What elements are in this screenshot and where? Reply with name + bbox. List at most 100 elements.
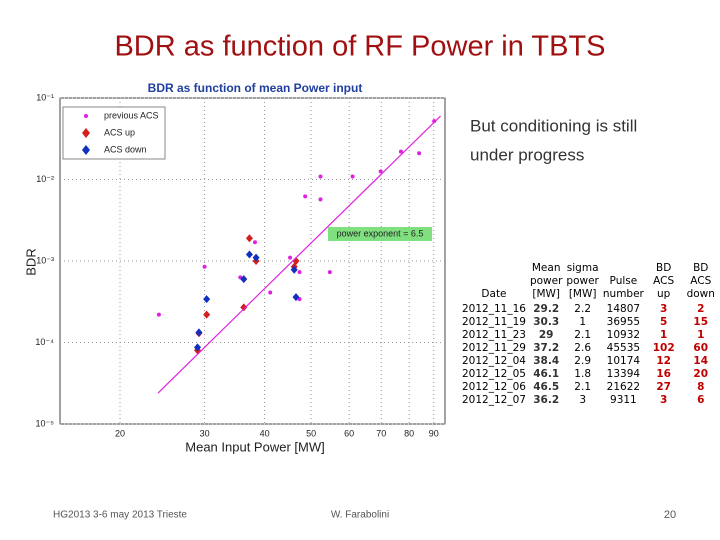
footer-center: W. Farabolini <box>331 510 389 521</box>
header-cell: Mean power [MW] <box>528 262 564 303</box>
y-axis-label: BDR <box>23 248 38 275</box>
table-cell: 1 <box>579 316 586 328</box>
table-row: 2012_12_04 38.4 2.9 10174 12 14 <box>460 355 720 368</box>
x-tick-label: 60 <box>344 428 354 438</box>
table-row: 2012_12_07 36.2 3 9311 3 6 <box>460 394 720 407</box>
table-cell: 2012_12_04 <box>462 355 526 367</box>
slide-title: BDR as function of RF Power in TBTS <box>114 31 605 63</box>
y-tick-label: 10⁻⁴ <box>35 337 54 347</box>
table-cell: 9311 <box>610 394 637 406</box>
table-row: 2012_12_05 46.1 1.8 13394 16 20 <box>460 368 720 381</box>
annotation-box <box>328 227 432 241</box>
y-tick-label: 10⁻³ <box>36 255 54 265</box>
table-cell: 2.6 <box>574 342 591 354</box>
point <box>398 149 403 154</box>
header-text: number <box>602 288 644 300</box>
table-cell: 46.5 <box>533 381 560 393</box>
table-cell: 2012_11_29 <box>462 342 526 354</box>
table-cell: 3 <box>660 394 668 406</box>
header-cell: BD ACS up <box>646 262 682 303</box>
table-cell: 2012_12_06 <box>462 381 526 393</box>
point <box>202 264 207 269</box>
legend-marker <box>82 145 90 155</box>
table-cell: 8 <box>697 381 705 393</box>
table-cell: 10932 <box>606 329 641 341</box>
table-row: 2012_11_19 30.3 1 36955 5 15 <box>460 316 720 329</box>
table-cell: 2.1 <box>574 329 591 341</box>
header-cell: BD ACS down <box>681 262 720 303</box>
x-tick-label: 70 <box>376 428 386 438</box>
table-cell: 2012_11_23 <box>462 329 526 341</box>
x-tick-label: 50 <box>306 428 316 438</box>
table-body: 2012_11_16 29.2 2.2 14807 3 2 2012_11_19 30.3 1 3… <box>460 303 720 407</box>
page-number: 20 <box>664 509 676 521</box>
table-cell: 2.2 <box>574 303 591 315</box>
legend-marker <box>84 114 88 118</box>
table-cell: 5 <box>660 316 668 328</box>
header-text: power <box>529 275 563 287</box>
x-tick-label: 90 <box>429 428 439 438</box>
table-cell: 36955 <box>606 316 641 328</box>
table-cell: 20 <box>693 368 709 380</box>
table-row: 2012_12_06 46.5 2.1 21622 27 8 <box>460 381 720 394</box>
table-cell: 1 <box>697 329 705 341</box>
legend-marker <box>82 128 90 138</box>
data-table: Date Mean power [MW] sigma power [MW] Pulse numb… <box>460 262 720 407</box>
table-cell: 2012_12_07 <box>462 394 526 406</box>
table-cell: 16 <box>656 368 671 380</box>
header-cell: Pulse number <box>601 262 646 303</box>
table-cell: 1 <box>660 329 668 341</box>
x-axis-label: Mean Input Power [MW] <box>185 439 324 454</box>
point <box>290 265 298 274</box>
table-cell: 29 <box>538 329 554 341</box>
point <box>292 293 300 302</box>
table-cell: 2012_11_19 <box>462 316 526 328</box>
y-tick-label: 10⁻² <box>36 174 54 184</box>
annotation: power exponent = 6.5 <box>337 228 424 238</box>
table-cell: 30.3 <box>533 316 560 328</box>
point <box>327 270 332 275</box>
x-tick-label: 30 <box>200 428 210 438</box>
table-cell: 45535 <box>606 342 641 354</box>
table-cell: 2.9 <box>574 355 591 367</box>
point <box>318 197 323 202</box>
header-cell: Date <box>460 262 528 303</box>
point <box>318 174 323 179</box>
point <box>240 275 248 284</box>
header-text: sigma <box>566 262 599 274</box>
header-text: power <box>566 275 599 287</box>
point <box>417 151 422 156</box>
x-tick-label: 20 <box>115 428 125 438</box>
table-cell: 14807 <box>606 303 641 315</box>
point <box>268 290 273 295</box>
table-cell: 13394 <box>606 368 641 380</box>
table-cell: 3 <box>579 394 586 406</box>
table-cell: 102 <box>652 342 675 354</box>
header-text: down <box>686 288 715 300</box>
fit-line <box>157 115 441 394</box>
header-text: Pulse <box>609 275 638 287</box>
point <box>156 312 161 317</box>
header-text: [MW] <box>532 288 560 300</box>
note-line: under progress <box>470 145 584 164</box>
point <box>350 174 355 179</box>
point <box>245 250 253 259</box>
table-cell: 29.2 <box>533 303 560 315</box>
table-cell: 2.1 <box>574 381 591 393</box>
header-cell: sigma power [MW] <box>564 262 600 303</box>
footer-left: HG2013 3-6 may 2013 Trieste <box>53 510 187 521</box>
chart-title: BDR as function of mean Power input <box>148 81 363 95</box>
point <box>203 295 211 304</box>
table-cell: 60 <box>693 342 709 354</box>
legend-label: previous ACS <box>104 110 159 120</box>
table-cell: 27 <box>656 381 671 393</box>
table-cell: 2 <box>697 303 705 315</box>
point <box>245 234 253 243</box>
header-text: BD ACS <box>653 262 675 287</box>
table-cell: 37.2 <box>533 342 560 354</box>
table-cell: 10174 <box>606 355 641 367</box>
point <box>378 169 383 174</box>
table-header: Date Mean power [MW] sigma power [MW] Pulse numb… <box>460 262 720 303</box>
table-row: 2012_11_29 37.2 2.6 45535 102 60 <box>460 342 720 355</box>
